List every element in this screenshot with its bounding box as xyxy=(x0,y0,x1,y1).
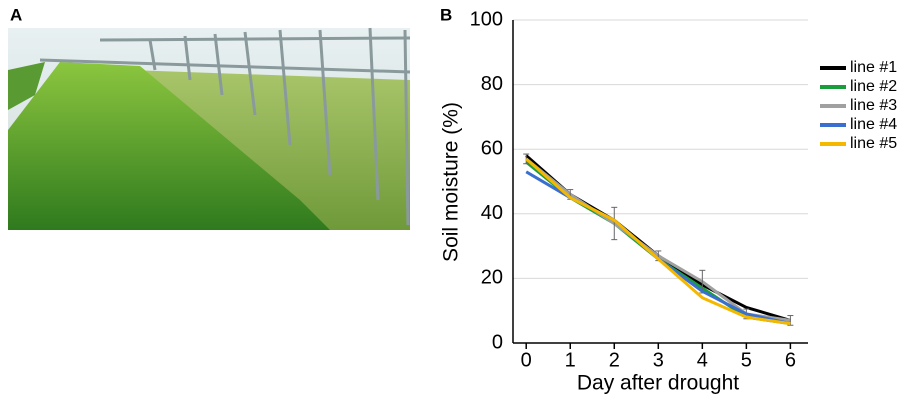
y-axis-label: Soil moisture (%) xyxy=(440,102,463,262)
x-tick-label: 5 xyxy=(741,349,752,371)
y-tick-label: 80 xyxy=(481,73,503,95)
x-tick-label: 2 xyxy=(609,349,620,371)
series-line xyxy=(525,157,791,326)
legend-label: line #4 xyxy=(850,116,897,133)
y-tick-label: 60 xyxy=(481,137,503,159)
x-tick-label: 6 xyxy=(785,349,796,371)
series-line xyxy=(525,154,791,322)
x-tick-label: 1 xyxy=(565,349,576,371)
series-line xyxy=(525,160,791,326)
y-tick-label: 20 xyxy=(481,267,503,289)
y-tick-label: 0 xyxy=(492,331,503,353)
legend-label: line #2 xyxy=(850,78,897,95)
series-line xyxy=(525,157,791,322)
legend-label: line #5 xyxy=(850,135,897,152)
photo xyxy=(8,27,411,230)
legend-label: line #1 xyxy=(850,59,897,76)
x-tick-label: 0 xyxy=(521,349,532,371)
y-tick-label: 100 xyxy=(470,8,503,30)
legend-label: line #3 xyxy=(850,97,897,114)
panel-label: A xyxy=(10,5,22,24)
x-tick-label: 4 xyxy=(697,349,708,371)
panel-label: B xyxy=(440,5,452,24)
x-axis-label: Day after drought xyxy=(577,372,739,395)
x-tick-label: 3 xyxy=(653,349,664,371)
y-tick-label: 40 xyxy=(481,202,503,224)
